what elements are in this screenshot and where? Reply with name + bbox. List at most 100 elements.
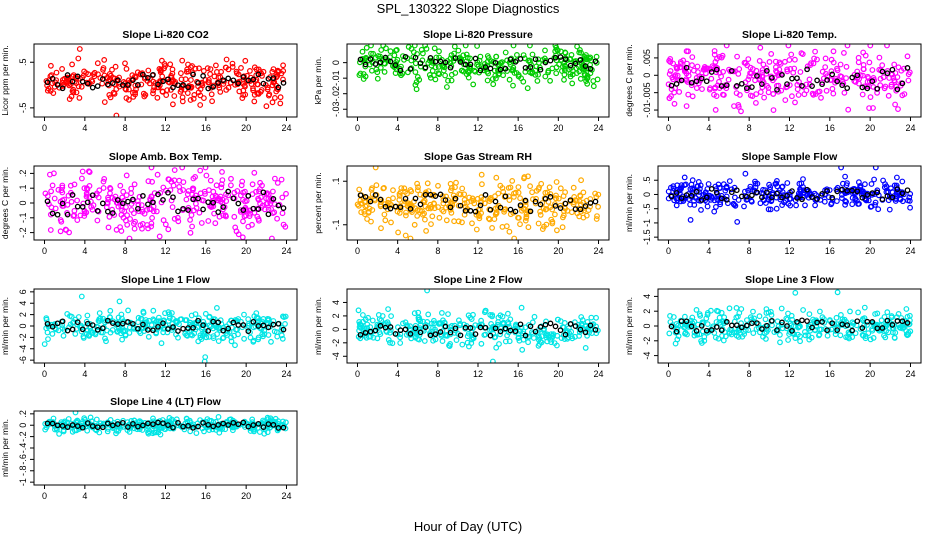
data-point-hourly — [357, 331, 364, 338]
data-point-hourly — [683, 64, 690, 71]
data-point — [691, 201, 698, 208]
data-point — [795, 324, 802, 331]
data-point — [397, 189, 404, 196]
data-point-hourly — [743, 322, 750, 329]
data-point-hourly — [432, 331, 439, 338]
x-tick-label: 16 — [825, 123, 835, 133]
data-point — [862, 335, 869, 342]
data-point — [111, 90, 118, 97]
data-point — [66, 96, 73, 102]
data-point — [577, 75, 584, 82]
data-point — [156, 233, 163, 240]
data-point-hourly — [215, 80, 222, 86]
data-point — [670, 76, 676, 83]
data-point — [268, 417, 275, 424]
data-point — [122, 327, 128, 334]
data-point — [436, 214, 443, 221]
data-point — [904, 53, 911, 60]
data-point-hourly — [140, 321, 146, 328]
y-tick-label: -1.5 — [642, 229, 652, 245]
data-point — [589, 330, 595, 337]
data-point — [528, 61, 534, 68]
data-point-hourly — [54, 81, 61, 88]
data-point — [180, 179, 187, 186]
data-point — [784, 66, 790, 73]
data-point — [696, 189, 702, 195]
data-point — [489, 224, 496, 231]
data-point — [268, 206, 275, 212]
x-tick-label: 4 — [395, 246, 400, 256]
data-point — [816, 332, 822, 339]
data-point — [869, 327, 876, 334]
data-point — [149, 178, 156, 185]
data-point-hourly — [502, 325, 509, 332]
data-point-hourly — [678, 195, 685, 202]
data-point — [166, 176, 173, 183]
data-point — [787, 195, 794, 202]
data-point — [94, 217, 101, 224]
data-point — [179, 57, 186, 64]
data-point — [828, 68, 835, 75]
data-point — [56, 431, 62, 437]
data-point-hourly — [130, 77, 136, 83]
data-point-hourly — [472, 331, 479, 337]
data-point-hourly — [230, 195, 237, 202]
data-point — [48, 188, 54, 195]
data-point — [197, 334, 204, 341]
data-point — [379, 313, 386, 319]
data-point-hourly — [49, 420, 56, 427]
data-point — [274, 215, 281, 222]
data-point — [89, 206, 96, 213]
points — [665, 166, 914, 225]
data-point — [112, 63, 119, 70]
data-point-hourly — [733, 83, 740, 89]
data-point — [811, 55, 817, 62]
data-point — [42, 190, 49, 197]
data-point — [93, 192, 99, 199]
data-point — [861, 304, 868, 311]
data-point — [881, 314, 888, 320]
data-point — [45, 85, 52, 92]
x-tick-label: 8 — [123, 369, 128, 379]
data-point — [812, 202, 818, 209]
data-point — [197, 167, 204, 174]
data-point — [65, 416, 72, 422]
x-tick-label: 8 — [435, 369, 440, 379]
data-point — [425, 205, 432, 212]
data-point — [419, 211, 426, 218]
data-point-hourly — [422, 64, 429, 71]
x-tick-label: 12 — [784, 123, 794, 133]
data-point-hourly — [377, 59, 384, 66]
data-point-hourly — [240, 322, 247, 328]
data-point — [119, 336, 125, 343]
y-tick-label: .2 — [18, 410, 28, 418]
data-point-hourly — [839, 82, 846, 89]
data-point-hourly — [412, 54, 419, 61]
data-point-hourly — [467, 207, 474, 214]
data-point-hourly — [275, 202, 282, 209]
data-point-hourly — [59, 318, 66, 325]
data-point-hourly — [230, 419, 237, 426]
x-tick-label: 12 — [160, 123, 170, 133]
x-tick-label: 12 — [473, 246, 483, 256]
data-point — [115, 314, 122, 321]
data-point — [250, 424, 257, 431]
x-tick-label: 4 — [706, 369, 711, 379]
data-point — [459, 341, 466, 348]
data-point — [241, 311, 247, 318]
data-point — [689, 62, 695, 69]
data-point-hourly — [387, 58, 394, 65]
data-point-hourly — [764, 322, 770, 329]
data-point — [280, 313, 286, 320]
data-point — [131, 181, 138, 188]
data-point — [393, 47, 400, 53]
data-point-hourly — [200, 420, 206, 426]
data-point-hourly — [49, 75, 56, 82]
data-point-hourly — [899, 80, 906, 87]
data-point — [424, 289, 430, 294]
data-point-hourly — [799, 83, 805, 89]
data-point-hourly — [507, 206, 514, 213]
data-point — [120, 188, 127, 195]
data-point — [412, 60, 419, 67]
data-point — [83, 190, 90, 197]
